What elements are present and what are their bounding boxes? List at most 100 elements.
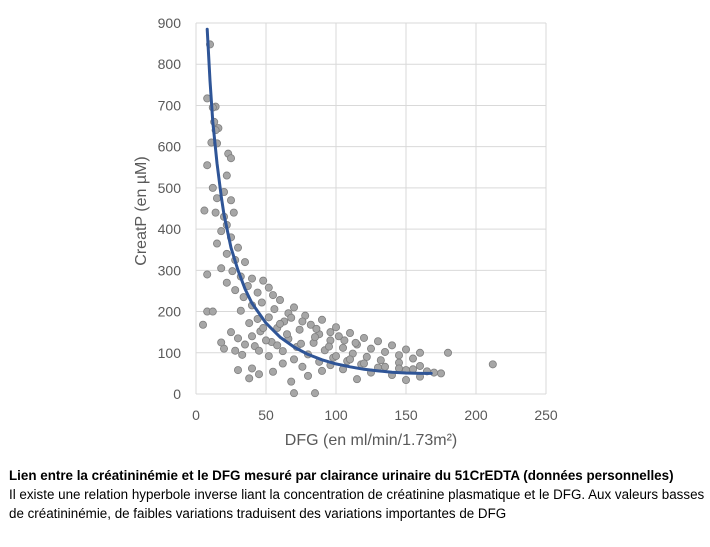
data-point	[264, 283, 273, 292]
data-point	[233, 366, 242, 375]
x-tick-labels: 0 50 100 150 200 250	[192, 407, 558, 423]
data-point	[226, 154, 235, 163]
data-point	[380, 362, 389, 371]
data-point	[295, 325, 304, 334]
data-point	[217, 227, 226, 236]
data-point	[351, 338, 360, 347]
y-tick-label: 300	[158, 262, 182, 278]
data-point	[268, 291, 277, 300]
data-point	[289, 389, 298, 398]
y-tick-label: 700	[158, 97, 182, 113]
y-axis-title: CreatP (en µM)	[133, 156, 150, 265]
data-point	[233, 243, 242, 252]
data-point	[298, 362, 307, 371]
data-point	[488, 360, 497, 369]
y-tick-label: 600	[158, 139, 182, 155]
data-point	[212, 194, 221, 203]
data-point	[212, 239, 221, 248]
data-point	[222, 249, 231, 258]
data-point	[376, 356, 385, 365]
data-point	[245, 319, 254, 328]
data-point	[415, 361, 424, 370]
data-point	[257, 298, 266, 307]
data-point	[310, 333, 319, 342]
data-point	[287, 313, 296, 322]
data-point	[331, 323, 340, 332]
data-point	[222, 278, 231, 287]
data-point	[254, 346, 263, 355]
data-point	[296, 339, 305, 348]
data-point	[312, 324, 321, 333]
x-tick-label: 100	[324, 407, 348, 423]
data-point	[259, 324, 268, 333]
data-point	[310, 389, 319, 398]
x-tick-label: 250	[534, 407, 558, 423]
data-point	[408, 354, 417, 363]
data-point	[366, 344, 375, 353]
data-point	[298, 317, 307, 326]
y-tick-label: 0	[173, 386, 181, 402]
data-point	[331, 352, 340, 361]
data-point	[261, 336, 270, 345]
data-point	[217, 264, 226, 273]
data-point	[401, 375, 410, 384]
gridlines	[195, 22, 547, 395]
caption-title: Lien entre la créatininémie et le DFG me…	[9, 468, 674, 483]
x-tick-label: 0	[192, 407, 200, 423]
y-tick-labels: 0 100 200 300 400 500 600 700 800 900	[158, 15, 182, 402]
data-point	[359, 333, 368, 342]
data-point	[208, 307, 217, 316]
data-point	[387, 341, 396, 350]
data-point	[289, 303, 298, 312]
data-point	[415, 348, 424, 357]
x-tick-label: 50	[258, 407, 274, 423]
data-point	[394, 351, 403, 360]
data-point	[203, 270, 212, 279]
data-point	[233, 334, 242, 343]
data-point	[264, 352, 273, 361]
data-point	[352, 375, 361, 384]
data-point	[231, 346, 240, 355]
data-point	[229, 208, 238, 217]
data-point	[287, 377, 296, 386]
data-point	[436, 369, 445, 378]
data-point	[198, 320, 207, 329]
data-point	[208, 183, 217, 192]
data-point	[253, 314, 262, 323]
data-point	[306, 320, 315, 329]
caption-text: Il existe une relation hyperbole inverse…	[9, 487, 705, 521]
data-point	[228, 267, 237, 276]
data-point	[443, 348, 452, 357]
data-point	[359, 359, 368, 368]
data-point	[362, 352, 371, 361]
y-tick-label: 200	[158, 304, 182, 320]
x-tick-label: 150	[394, 407, 418, 423]
scatter-chart: 0 50 100 150 200 250 0 100 200 300 400 500 600 700 80…	[133, 15, 558, 449]
data-points	[198, 40, 497, 398]
data-point	[264, 313, 273, 322]
data-point	[324, 342, 333, 351]
data-point	[278, 359, 287, 368]
y-tick-label: 800	[158, 56, 182, 72]
x-tick-label: 200	[464, 407, 488, 423]
figure-caption: Lien entre la créatininémie et le DFG me…	[9, 466, 709, 523]
data-point	[236, 306, 245, 315]
data-point	[270, 305, 279, 314]
data-point	[401, 345, 410, 354]
data-point	[275, 319, 284, 328]
data-point	[289, 355, 298, 364]
y-tick-label: 500	[158, 180, 182, 196]
data-point	[275, 296, 284, 305]
data-point	[326, 328, 335, 337]
data-point	[278, 347, 287, 356]
data-point	[239, 293, 248, 302]
data-point	[268, 367, 277, 376]
data-point	[240, 258, 249, 267]
data-point	[217, 338, 226, 347]
data-point	[240, 340, 249, 349]
data-point	[303, 371, 312, 380]
data-point	[222, 171, 231, 180]
data-point	[226, 196, 235, 205]
fit-curve	[205, 27, 433, 375]
data-point	[334, 332, 343, 341]
